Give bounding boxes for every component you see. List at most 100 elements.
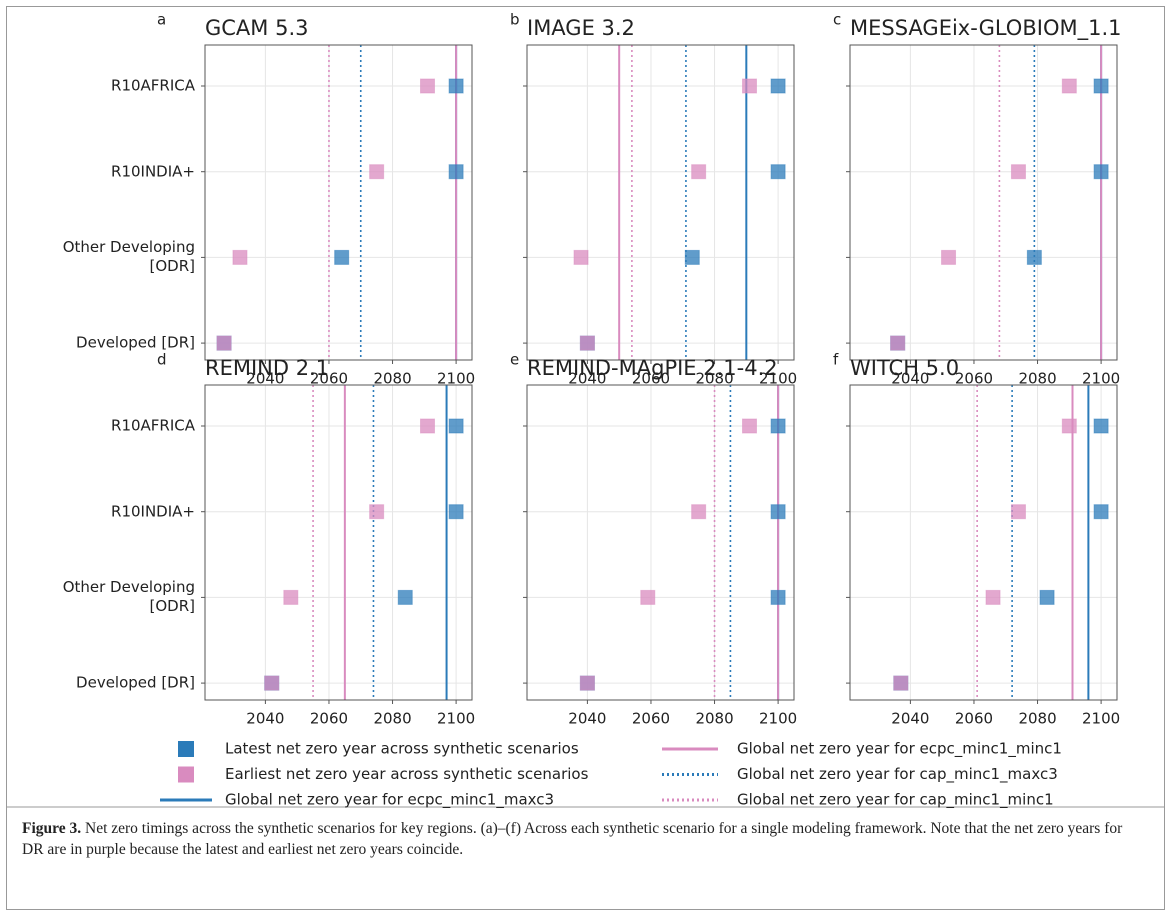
- panel-title: REMIND-MAgPIE 2.1-4.2: [527, 356, 778, 380]
- marker: [369, 164, 385, 180]
- marker: [770, 418, 786, 434]
- legend-label: Global net zero year for ecpc_minc1_maxc…: [225, 791, 554, 810]
- panel-letter: b: [510, 11, 520, 29]
- x-tick-label: 2080: [695, 370, 733, 388]
- x-tick-label: 2060: [632, 710, 670, 728]
- marker: [397, 589, 413, 605]
- caption-label: Figure 3.: [22, 820, 82, 837]
- x-tick-label: 2040: [568, 370, 606, 388]
- panel-letter: c: [833, 11, 841, 29]
- legend-swatch: [178, 741, 194, 757]
- marker: [579, 675, 595, 691]
- marker: [770, 589, 786, 605]
- marker: [640, 589, 656, 605]
- x-tick-label: 2080: [373, 370, 411, 388]
- x-tick-label: 2100: [437, 370, 475, 388]
- marker: [448, 164, 464, 180]
- x-tick-label: 2040: [891, 370, 929, 388]
- plot-border: [849, 44, 1118, 361]
- x-tick-label: 2040: [568, 710, 606, 728]
- marker: [893, 675, 909, 691]
- plot-border: [849, 384, 1118, 701]
- marker: [232, 249, 248, 265]
- legend-label: Global net zero year for cap_minc1_maxc3: [737, 765, 1058, 784]
- marker: [448, 504, 464, 520]
- x-tick-label: 2100: [437, 710, 475, 728]
- category-label: R10AFRICA: [111, 416, 195, 435]
- x-tick-label: 2060: [955, 370, 993, 388]
- x-tick-label: 2100: [759, 710, 797, 728]
- marker: [1026, 249, 1042, 265]
- marker: [448, 78, 464, 94]
- legend-label: Earliest net zero year across synthetic …: [225, 765, 589, 783]
- marker: [420, 78, 435, 94]
- marker: [420, 418, 435, 434]
- category-label: Developed [DR]: [76, 673, 195, 692]
- marker: [1010, 504, 1026, 520]
- marker: [283, 589, 299, 605]
- marker: [1061, 418, 1077, 434]
- legend-swatch: [178, 766, 194, 783]
- legend-label: Global net zero year for cap_minc1_minc1: [737, 791, 1054, 810]
- marker: [1093, 164, 1109, 180]
- x-tick-label: 2060: [310, 710, 348, 728]
- marker: [985, 589, 1001, 605]
- plot-border: [526, 384, 795, 701]
- x-tick-label: 2040: [891, 710, 929, 728]
- marker: [1093, 78, 1109, 94]
- category-label: R10AFRICA: [111, 76, 195, 95]
- marker: [684, 249, 700, 265]
- panel-letter: f: [833, 351, 839, 369]
- marker: [1039, 589, 1055, 605]
- x-tick-label: 2080: [1018, 710, 1056, 728]
- plot-background: [205, 45, 472, 360]
- caption-text: Net zero timings across the synthetic sc…: [22, 820, 1123, 858]
- panel-title: IMAGE 3.2: [527, 16, 635, 40]
- marker: [579, 335, 595, 351]
- x-tick-label: 2080: [373, 710, 411, 728]
- marker: [369, 504, 385, 520]
- x-tick-label: 2060: [310, 370, 348, 388]
- plot-background: [850, 45, 1117, 360]
- category-label: R10INDIA+: [111, 502, 195, 521]
- marker: [941, 249, 957, 265]
- plot-background: [527, 385, 794, 700]
- category-label: Developed [DR]: [76, 333, 195, 352]
- marker: [264, 675, 280, 691]
- category-label: Other Developing [ODR]: [62, 238, 195, 276]
- frame: [6, 6, 1165, 910]
- x-tick-label: 2100: [1082, 710, 1120, 728]
- category-label: R10INDIA+: [111, 162, 195, 181]
- marker: [691, 164, 707, 180]
- panel-letter: e: [510, 351, 519, 369]
- plot-border: [526, 44, 795, 361]
- legend-label: Global net zero year for ecpc_minc1_minc…: [737, 740, 1062, 759]
- x-tick-label: 2080: [1018, 370, 1056, 388]
- category-label: Other Developing [ODR]: [62, 578, 195, 616]
- marker: [334, 249, 350, 265]
- x-tick-label: 2040: [246, 370, 284, 388]
- plot-background: [205, 385, 472, 700]
- panel-letter: d: [157, 351, 167, 369]
- x-tick-label: 2100: [1082, 370, 1120, 388]
- x-tick-label: 2060: [955, 710, 993, 728]
- x-tick-label: 2040: [246, 710, 284, 728]
- marker: [573, 249, 589, 265]
- legend-label: Latest net zero year across synthetic sc…: [225, 740, 579, 758]
- marker: [742, 78, 757, 94]
- panel-title: MESSAGEix-GLOBIOM_1.1: [850, 16, 1121, 41]
- marker: [770, 504, 786, 520]
- marker: [770, 78, 786, 94]
- marker: [691, 504, 707, 520]
- marker: [1010, 164, 1026, 180]
- plot-border: [204, 384, 473, 701]
- marker: [448, 418, 464, 434]
- marker: [742, 418, 757, 434]
- panel-letter: a: [157, 11, 166, 29]
- panel-title: WITCH 5.0: [850, 356, 959, 380]
- marker: [890, 335, 906, 351]
- marker: [1061, 78, 1077, 94]
- x-tick-label: 2060: [632, 370, 670, 388]
